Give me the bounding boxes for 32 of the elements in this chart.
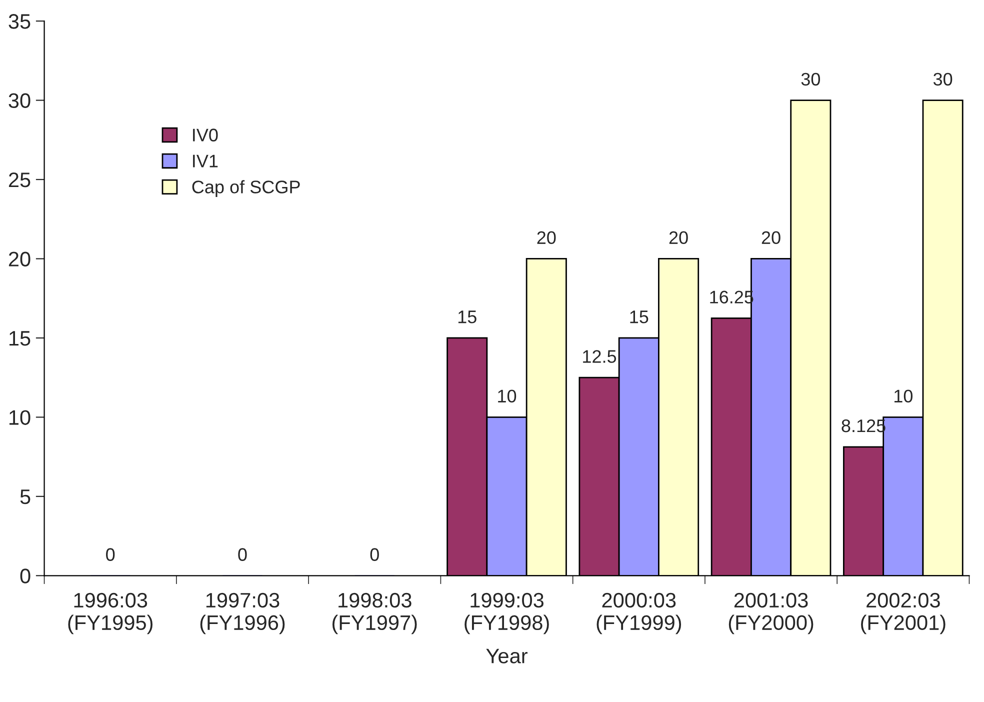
data-label: 30 [801, 72, 820, 86]
data-label: 12.5 [583, 350, 616, 363]
x-axis-title: Year [486, 648, 528, 664]
legend-label: IV0 [193, 128, 218, 142]
data-label: 20 [762, 231, 780, 244]
data-label: 20 [537, 231, 556, 244]
y-tick-label: 20 [8, 252, 30, 266]
data-label: 10 [894, 390, 913, 403]
x-tick-label: 1998:03 (FY1997) [332, 592, 417, 634]
x-tick-label: 1996:03 (FY1995) [68, 592, 152, 634]
y-tick-label: 35 [8, 14, 30, 29]
x-tick-label: 2000:03 (FY1999) [596, 592, 682, 634]
legend-label: Cap of SCGP [192, 180, 300, 197]
x-tick-label: 2002:03 (FY2001) [861, 592, 946, 634]
y-tick-label: 0 [20, 568, 30, 584]
data-label: 20 [669, 231, 688, 244]
y-tick-label: 15 [10, 331, 30, 346]
legend-label: IV1 [193, 154, 218, 168]
data-label: 0 [238, 548, 247, 561]
y-tick-label: 25 [8, 172, 30, 188]
data-label: 10 [498, 390, 516, 403]
data-label: 30 [933, 72, 952, 86]
data-label: 0 [370, 548, 379, 561]
y-tick-label: 30 [8, 93, 30, 108]
y-tick-label: 10 [10, 410, 30, 425]
x-tick-label: 1999:03 (FY1998) [464, 592, 549, 634]
y-tick-label: 5 [20, 490, 30, 504]
data-label: 15 [458, 310, 476, 324]
x-tick-label: 2001:03 (FY2000) [728, 592, 814, 634]
data-label: 15 [630, 310, 648, 324]
data-label: 0 [106, 548, 115, 561]
x-tick-label: 1997:03 (FY1996) [200, 592, 285, 634]
